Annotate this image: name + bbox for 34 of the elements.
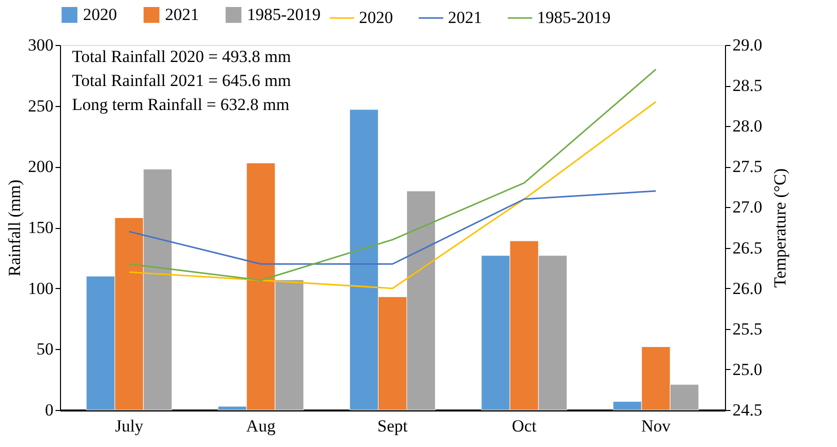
y2-tick-label: 28.0 xyxy=(732,116,762,136)
y-tick-label: 50 xyxy=(36,340,54,359)
legend-label: 2021 xyxy=(448,8,482,27)
y-tick-label: 300 xyxy=(28,36,54,54)
y-axis-title: Rainfall (mm) xyxy=(5,180,24,276)
y2-tick-label: 25.0 xyxy=(732,360,762,379)
legend-label: 1985-2019 xyxy=(247,4,321,24)
y2-tick-label: 24.5 xyxy=(732,400,762,420)
x-tick-label: Nov xyxy=(641,416,672,436)
y2-tick-label: 26.0 xyxy=(732,278,762,298)
x-tick-label: Sept xyxy=(377,416,408,436)
y-tick-label: 150 xyxy=(28,218,54,237)
y2-tick-label: 26.5 xyxy=(732,238,762,258)
y2-tick-label: 28.5 xyxy=(732,76,762,96)
y-tick-label: 100 xyxy=(28,278,54,298)
legend-label: 2020 xyxy=(359,8,393,27)
y2-axis-title: Temperature (°C) xyxy=(770,168,790,288)
y2-tick-label: 27.5 xyxy=(732,157,762,176)
y-tick-label: 250 xyxy=(28,96,54,116)
annotation: Total Rainfall 2020 = 493.8 mm xyxy=(72,47,291,66)
annotation: Total Rainfall 2021 = 645.6 mm xyxy=(72,71,291,90)
x-tick-label: Oct xyxy=(512,416,537,436)
y2-tick-label: 27.0 xyxy=(732,198,762,217)
y-tick-label: 200 xyxy=(28,157,54,176)
y2-tick-label: 29.0 xyxy=(732,36,762,54)
x-tick-label: July xyxy=(114,416,144,436)
y-tick-label: 0 xyxy=(45,400,54,420)
legend-label: 2021 xyxy=(165,4,199,24)
annotation: Long term Rainfall = 632.8 mm xyxy=(72,95,290,114)
line-series xyxy=(128,190,657,265)
y2-tick-label: 25.5 xyxy=(732,319,762,338)
legend-label: 2020 xyxy=(83,4,117,24)
x-tick-label: Aug xyxy=(246,416,276,436)
legend-label: 1985-2019 xyxy=(537,8,611,27)
